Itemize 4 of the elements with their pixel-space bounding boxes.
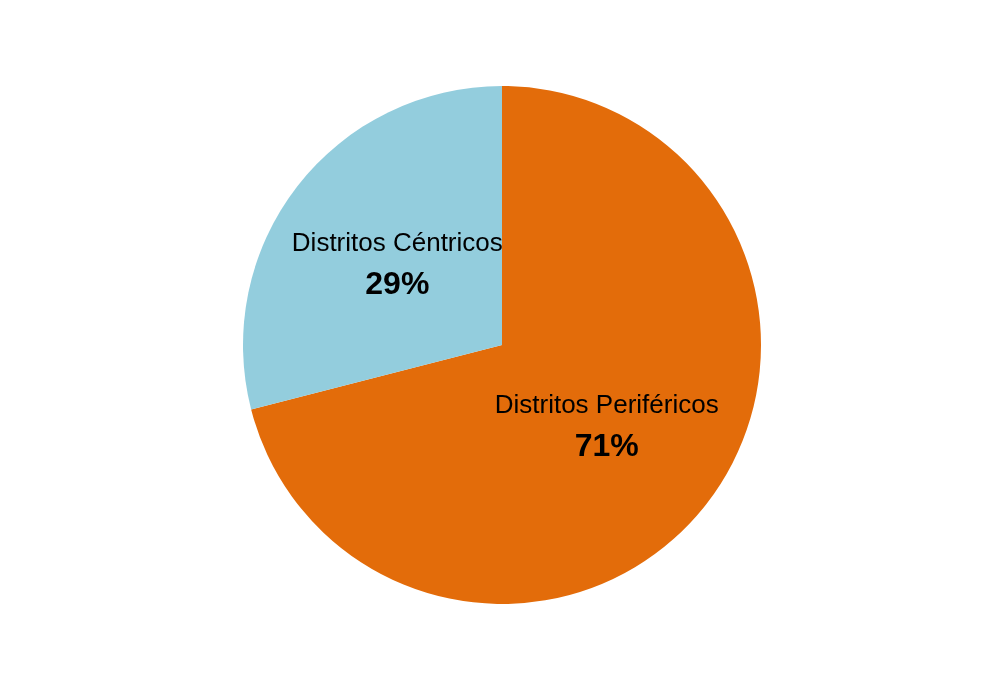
slice-label: Distritos Periféricos [494, 389, 719, 420]
data-label: 71% [574, 427, 639, 464]
data-label: 29% [365, 264, 430, 301]
slice-label: Distritos Céntricos [291, 226, 503, 257]
